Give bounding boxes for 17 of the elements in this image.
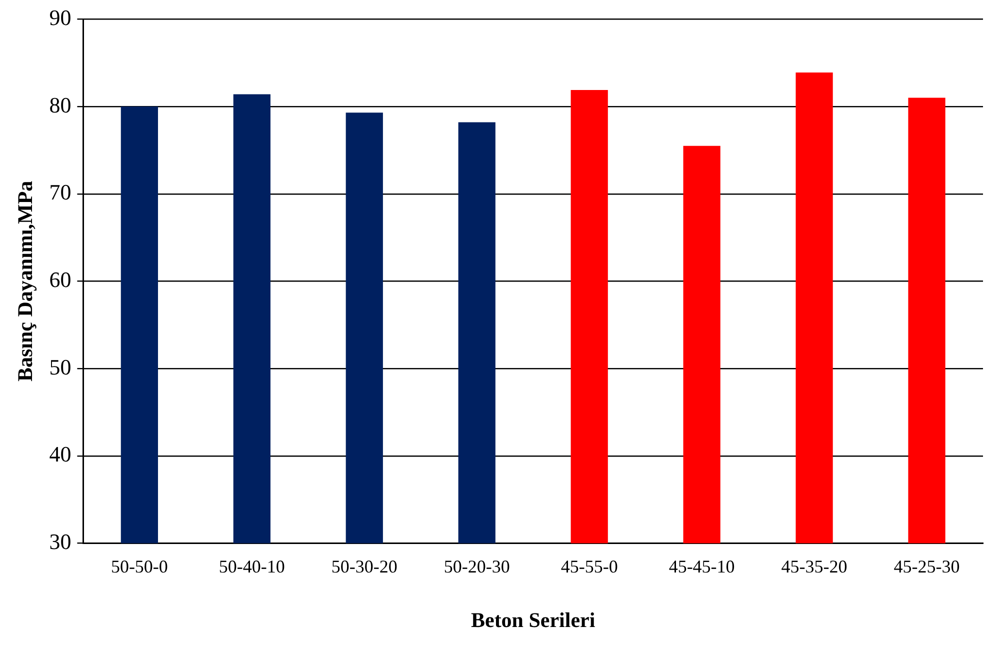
- x-tick-label: 45-45-10: [668, 556, 735, 577]
- y-tick-label: 80: [49, 92, 72, 118]
- x-tick-label: 45-25-30: [894, 556, 960, 577]
- y-tick-label: 40: [49, 442, 72, 467]
- x-axis-title: Beton Serileri: [470, 608, 596, 632]
- y-axis-title: Basınç Dayanımı,MPa: [13, 180, 38, 382]
- y-tick-label: 30: [49, 528, 72, 554]
- x-tick-label: 45-35-20: [781, 556, 848, 577]
- y-tick-label: 90: [49, 4, 72, 30]
- y-tick-label: 50: [49, 354, 72, 380]
- y-tick-label: 60: [49, 266, 72, 292]
- x-tick-label: 50-50-0: [110, 556, 168, 577]
- x-tick-label: 45-55-0: [560, 556, 618, 577]
- x-tick-label: 50-20-30: [444, 556, 510, 577]
- y-tick-label: 70: [49, 180, 72, 205]
- x-tick-label: 50-30-20: [331, 556, 398, 577]
- x-tick-label: 50-40-10: [218, 556, 285, 577]
